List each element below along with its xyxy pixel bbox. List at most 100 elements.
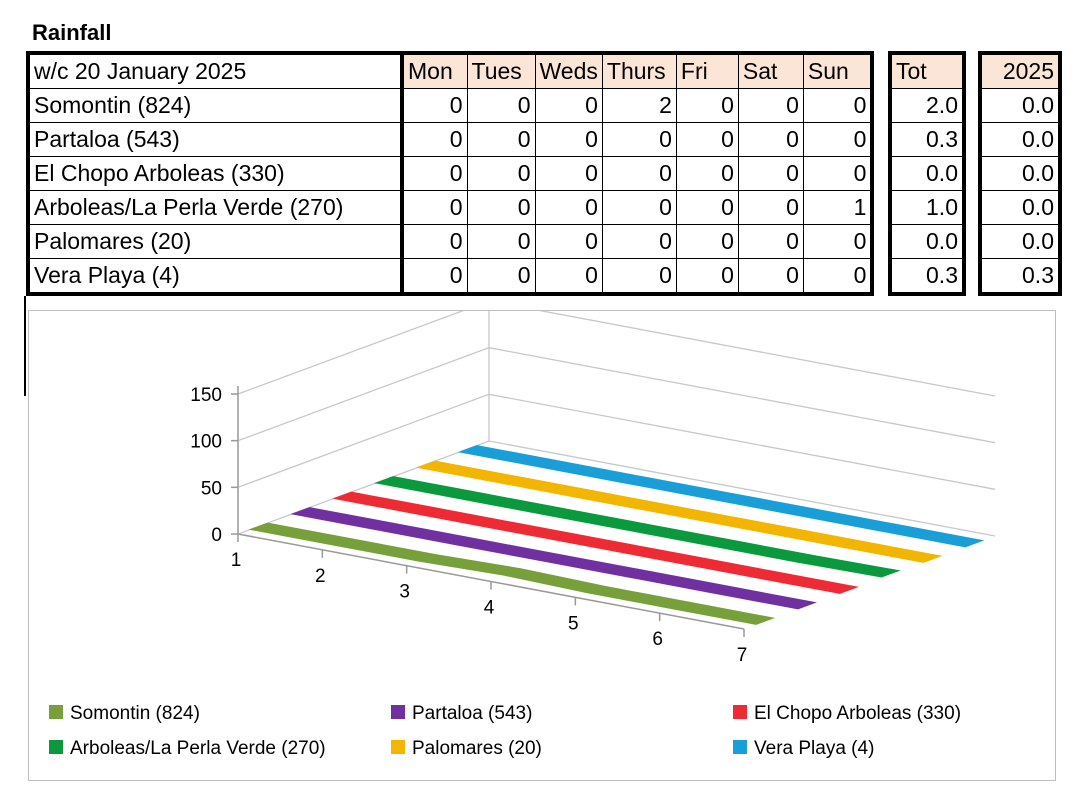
legend-label: Somontin (824) bbox=[70, 703, 200, 724]
y-tick-label: 0 bbox=[211, 525, 222, 546]
total-table: Tot 2.0 0.3 0.0 1.0 0.0 0.3 bbox=[888, 51, 966, 296]
rain-value: 0 bbox=[675, 190, 739, 225]
page-title: Rainfall bbox=[32, 20, 112, 45]
year-header: 2025 bbox=[978, 51, 1062, 89]
rain-value: 0 bbox=[802, 156, 875, 191]
legend-item: El Chopo Arboleas (330) bbox=[733, 703, 961, 724]
table-row: 0.3 bbox=[888, 122, 966, 157]
rain-value: 0 bbox=[534, 190, 603, 225]
day-header: Tues bbox=[466, 51, 536, 89]
table-row: 1.0 bbox=[888, 190, 966, 225]
tot-value: 0.0 bbox=[888, 224, 966, 259]
table-row: Arboleas/La Perla Verde (270) 0 0 0 0 0 0 1 bbox=[26, 190, 875, 225]
x-tick-label: 6 bbox=[652, 629, 663, 650]
table-row: El Chopo Arboleas (330) 0 0 0 0 0 0 0 bbox=[26, 156, 875, 191]
legend-swatch bbox=[391, 740, 405, 754]
table-row: Partaloa (543) 0 0 0 0 0 0 0 bbox=[26, 122, 875, 157]
y-tick-label: 50 bbox=[201, 478, 222, 499]
series-ribbon bbox=[416, 460, 943, 563]
series-ribbon bbox=[332, 491, 859, 594]
legend-item: Vera Playa (4) bbox=[733, 738, 874, 759]
tot-value: 2.0 bbox=[888, 88, 966, 123]
x-tick-label: 7 bbox=[737, 645, 748, 666]
legend-item: Palomares (20) bbox=[391, 738, 542, 759]
station-name: Palomares (20) bbox=[26, 224, 404, 259]
rain-value: 0 bbox=[675, 122, 739, 157]
table-row: 0.3 bbox=[978, 258, 1062, 296]
table-row: Palomares (20) 0 0 0 0 0 0 0 bbox=[26, 224, 875, 259]
legend-swatch bbox=[49, 705, 63, 719]
year-value: 0.0 bbox=[978, 122, 1062, 157]
legend-label: Partaloa (543) bbox=[412, 703, 532, 724]
rain-value: 0 bbox=[601, 258, 677, 296]
table-row: 0.0 bbox=[978, 156, 1062, 191]
station-name: El Chopo Arboleas (330) bbox=[26, 156, 404, 191]
year-value: 0.0 bbox=[978, 156, 1062, 191]
legend-swatch bbox=[733, 740, 747, 754]
legend-label: Arboleas/La Perla Verde (270) bbox=[70, 738, 326, 759]
station-name: Arboleas/La Perla Verde (270) bbox=[26, 190, 404, 225]
legend-item: Arboleas/La Perla Verde (270) bbox=[49, 738, 326, 759]
table-row: 0.3 bbox=[888, 258, 966, 296]
x-tick-label: 5 bbox=[568, 613, 579, 634]
rain-value: 0 bbox=[802, 258, 875, 296]
x-tick-label: 4 bbox=[484, 598, 495, 619]
x-tick-label: 2 bbox=[315, 566, 326, 587]
rain-value: 0 bbox=[466, 258, 536, 296]
rain-value: 0 bbox=[466, 224, 536, 259]
rain-value: 0 bbox=[601, 156, 677, 191]
rain-value: 0 bbox=[534, 88, 603, 123]
rain-value: 0 bbox=[737, 258, 804, 296]
legend-item: Somontin (824) bbox=[49, 703, 200, 724]
year-value: 0.0 bbox=[978, 88, 1062, 123]
rain-value: 0 bbox=[401, 156, 468, 191]
tot-value: 0.0 bbox=[888, 156, 966, 191]
rain-value: 0 bbox=[534, 258, 603, 296]
legend-item: Partaloa (543) bbox=[391, 703, 532, 724]
year-value: 0.0 bbox=[978, 190, 1062, 225]
rain-value: 0 bbox=[466, 122, 536, 157]
station-name: Somontin (824) bbox=[26, 88, 404, 123]
rainfall-3d-chart: 0 50 100 150 1 2 3 4 5 6 7 Somontin (824) Partaloa (… bbox=[49, 300, 996, 759]
week-label: w/c 20 January 2025 bbox=[26, 51, 404, 89]
table-row: 0.0 bbox=[888, 224, 966, 259]
x-tick-label: 1 bbox=[231, 550, 242, 571]
rain-value: 0 bbox=[737, 156, 804, 191]
rain-value: 0 bbox=[802, 224, 875, 259]
legend-swatch bbox=[391, 705, 405, 719]
rain-value: 0 bbox=[737, 190, 804, 225]
table-row: Vera Playa (4) 0 0 0 0 0 0 0 bbox=[26, 258, 875, 296]
station-name: Partaloa (543) bbox=[26, 122, 404, 157]
year-total-table: 2025 0.0 0.0 0.0 0.0 0.0 0.3 bbox=[978, 51, 1062, 296]
legend-label: El Chopo Arboleas (330) bbox=[754, 703, 961, 724]
floor-edge bbox=[237, 440, 996, 537]
y-tick-label: 100 bbox=[190, 432, 222, 453]
tot-header: Tot bbox=[888, 51, 966, 89]
rainfall-table: w/c 20 January 2025 Mon Tues Weds Thurs Fri Sa… bbox=[26, 51, 875, 296]
table-row: 0.0 bbox=[978, 88, 1062, 123]
series-ribbon bbox=[290, 507, 817, 610]
y-tick-label: 150 bbox=[190, 385, 222, 406]
rain-value: 0 bbox=[675, 88, 739, 123]
table-row: 0.0 bbox=[978, 224, 1062, 259]
rain-value: 0 bbox=[466, 156, 536, 191]
series-ribbon bbox=[374, 476, 901, 578]
day-header: Sun bbox=[802, 51, 875, 89]
tot-value: 1.0 bbox=[888, 190, 966, 225]
table-row: 0.0 bbox=[888, 156, 966, 191]
x-tick-label: 3 bbox=[399, 582, 410, 603]
rain-value: 0 bbox=[466, 88, 536, 123]
day-header: Weds bbox=[534, 51, 603, 89]
rain-value: 0 bbox=[601, 190, 677, 225]
rain-value: 0 bbox=[401, 258, 468, 296]
day-header: Mon bbox=[401, 51, 468, 89]
rain-value: 0 bbox=[675, 224, 739, 259]
year-value: 0.3 bbox=[978, 258, 1062, 296]
tot-value: 0.3 bbox=[888, 122, 966, 157]
rain-value: 0 bbox=[534, 224, 603, 259]
rain-value: 0 bbox=[401, 224, 468, 259]
table-row: Somontin (824) 0 0 0 2 0 0 0 bbox=[26, 88, 875, 123]
rain-value: 0 bbox=[802, 88, 875, 123]
table-row: 2.0 bbox=[888, 88, 966, 123]
rain-value: 1 bbox=[802, 190, 875, 225]
